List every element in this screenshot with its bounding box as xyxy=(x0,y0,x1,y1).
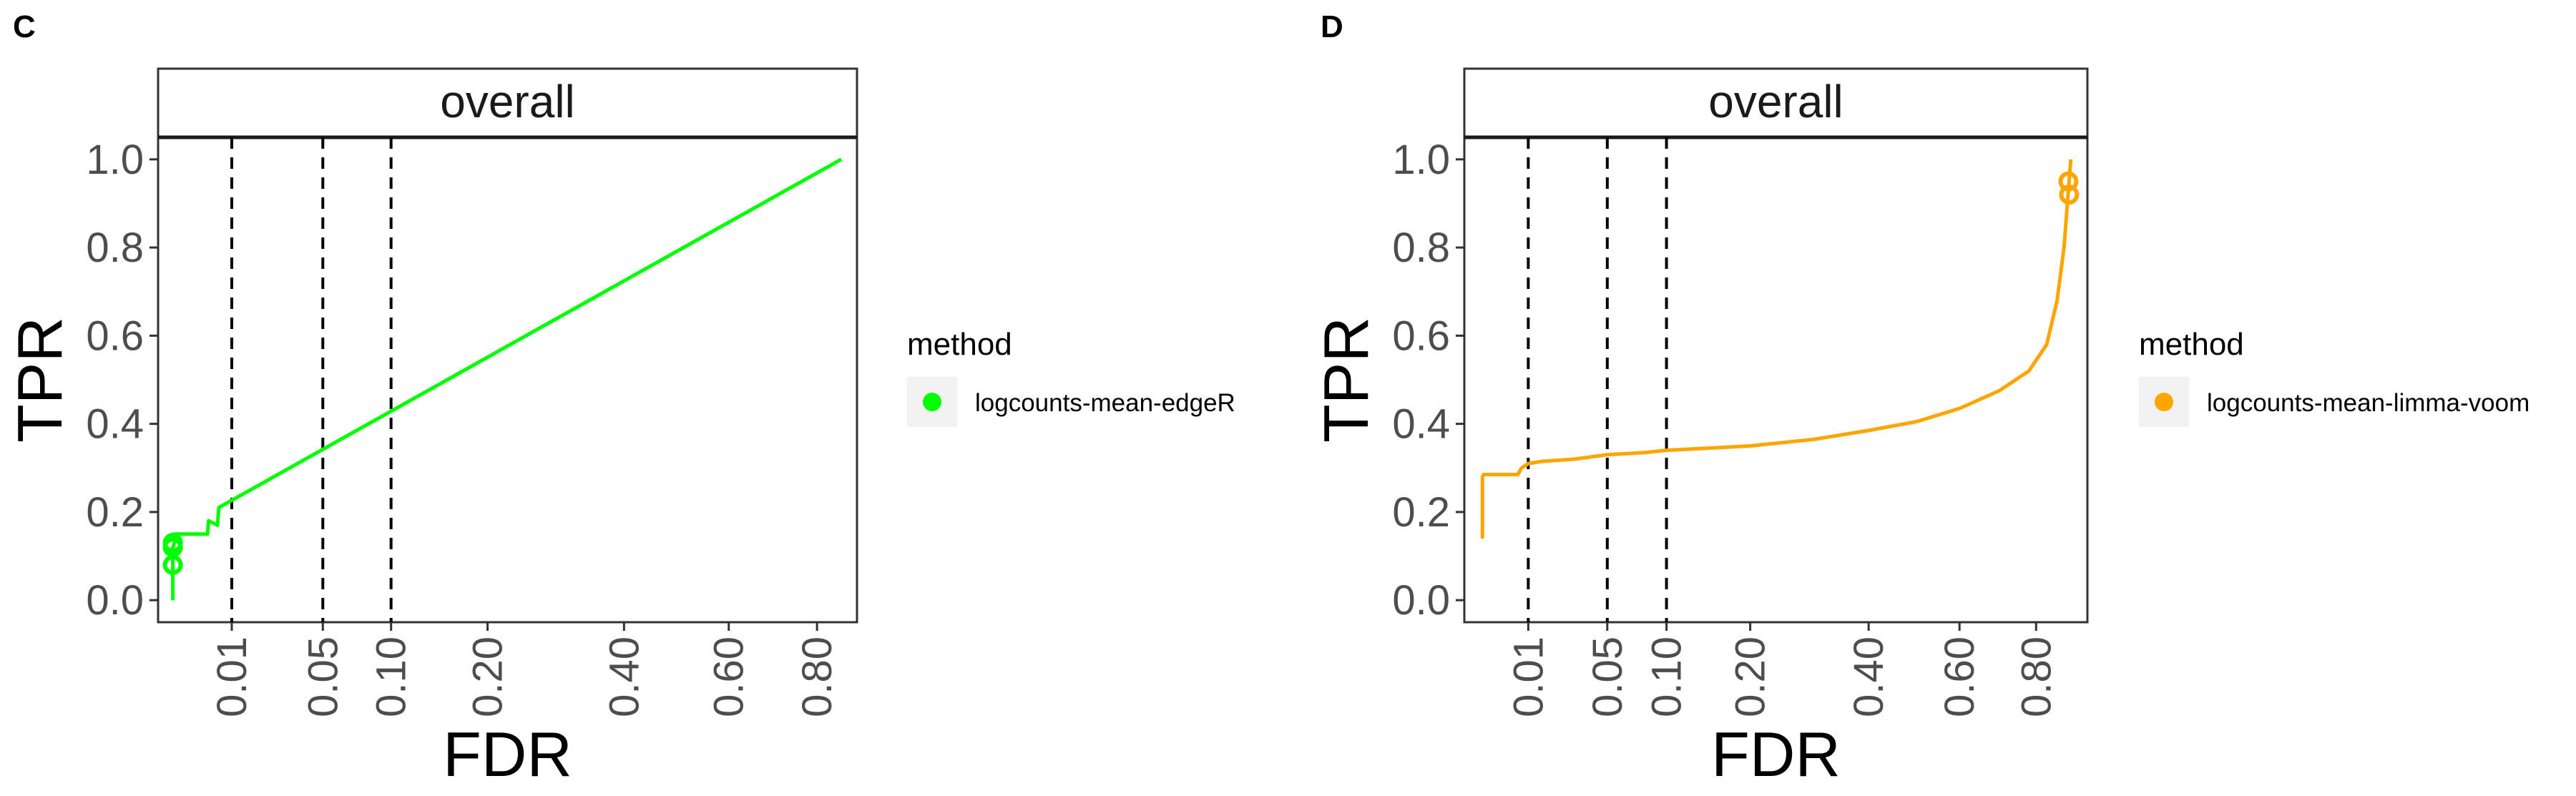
y-tick-label: 0.6 xyxy=(86,313,144,359)
x-tick-label: 0.10 xyxy=(368,637,415,717)
y-tick-label: 0.8 xyxy=(86,225,144,271)
x-tick-label: 0.40 xyxy=(601,637,647,717)
y-tick-label: 0.2 xyxy=(1392,489,1450,536)
legend-label: logcounts-mean-limma-voom xyxy=(2207,389,2530,417)
x-tick-label: 0.05 xyxy=(1585,637,1631,717)
x-tick-label: 0.10 xyxy=(1644,637,1690,717)
y-tick-label: 0.8 xyxy=(1392,225,1450,271)
panel-letter: C xyxy=(13,9,36,44)
x-axis-title: FDR xyxy=(1711,719,1841,790)
data-point xyxy=(162,533,183,554)
legend-label: logcounts-mean-edgeR xyxy=(975,389,1235,417)
facet-strip-label: overall xyxy=(440,76,575,127)
facet-strip xyxy=(1463,67,2089,139)
x-tick-label: 0.20 xyxy=(465,637,511,717)
x-axis-title: FDR xyxy=(443,719,572,790)
y-tick-label: 1.0 xyxy=(86,137,144,183)
x-tick-label: 0.01 xyxy=(209,637,255,717)
x-tick-label: 0.20 xyxy=(1728,637,1774,717)
y-tick-label: 0.0 xyxy=(86,577,144,624)
x-tick-label: 0.40 xyxy=(1846,637,1892,717)
x-tick-label: 0.80 xyxy=(794,637,841,717)
legend-key-point xyxy=(923,393,941,411)
x-tick-label: 0.60 xyxy=(706,637,753,717)
data-point xyxy=(2058,171,2079,192)
legend-key-point xyxy=(2155,393,2173,411)
legend-title: method xyxy=(907,327,1012,362)
y-axis-title: TPR xyxy=(4,317,75,443)
y-tick-label: 1.0 xyxy=(1392,137,1450,183)
y-axis-title: TPR xyxy=(1311,317,1381,443)
x-tick-label: 0.80 xyxy=(2013,637,2060,717)
x-tick-label: 0.05 xyxy=(300,637,346,717)
panel-letter: D xyxy=(1321,9,1343,44)
y-tick-label: 0.6 xyxy=(1392,313,1450,359)
x-tick-label: 0.60 xyxy=(1936,637,1983,717)
legend-title: method xyxy=(2139,327,2244,362)
y-tick-label: 0.4 xyxy=(86,401,144,448)
x-tick-label: 0.01 xyxy=(1505,637,1552,717)
y-tick-label: 0.2 xyxy=(86,489,144,536)
facet-strip-label: overall xyxy=(1708,76,1843,127)
series-line-logcounts-mean-limma-voom xyxy=(1480,159,2073,539)
y-tick-label: 0.4 xyxy=(1392,401,1450,448)
data-point xyxy=(2059,185,2080,205)
y-tick-label: 0.0 xyxy=(1392,577,1450,624)
